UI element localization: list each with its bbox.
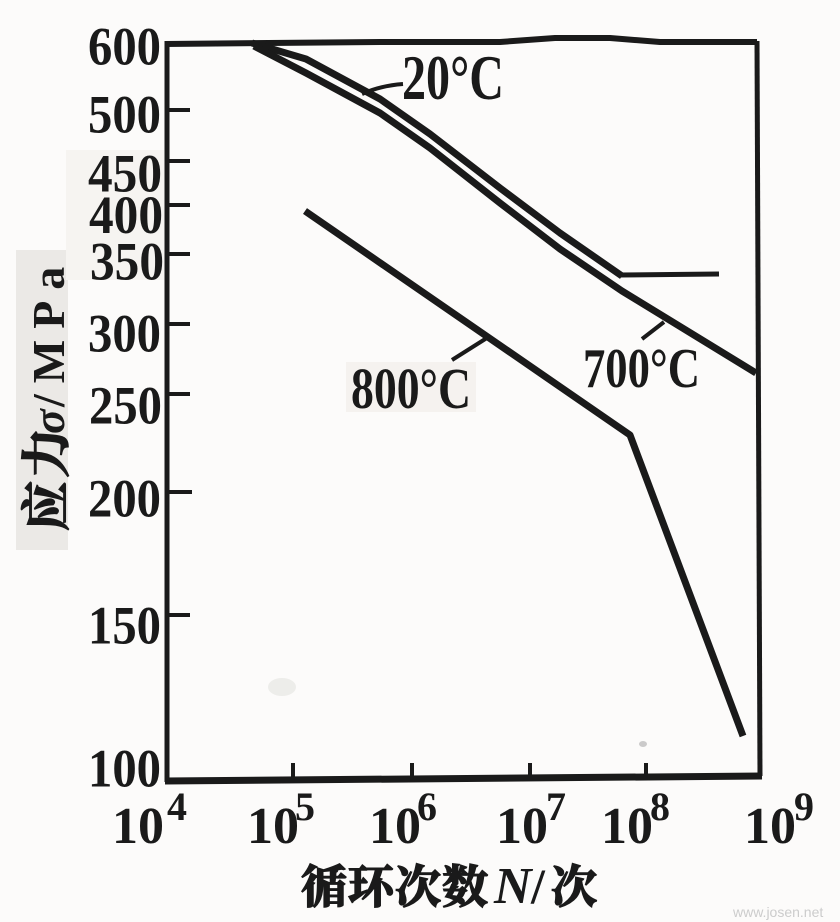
svg-text:800°C: 800°C <box>351 356 471 421</box>
svg-text:100: 100 <box>88 739 161 799</box>
svg-text:10: 10 <box>744 798 796 855</box>
svg-text:10: 10 <box>601 798 653 855</box>
svg-text:σ: σ <box>23 408 74 434</box>
svg-text:www.josen.net: www.josen.net <box>732 904 823 920</box>
svg-text:700°C: 700°C <box>583 338 700 400</box>
svg-text:150: 150 <box>88 596 161 656</box>
svg-text:4: 4 <box>167 784 187 829</box>
svg-text:10: 10 <box>112 798 164 855</box>
svg-text:N: N <box>493 858 534 915</box>
svg-text:5: 5 <box>295 784 315 829</box>
svg-text:200: 200 <box>88 469 161 529</box>
svg-text:450: 450 <box>88 144 162 204</box>
svg-text:10: 10 <box>369 798 421 855</box>
svg-text:/: / <box>530 858 546 914</box>
svg-text:400: 400 <box>89 185 163 245</box>
svg-text:600: 600 <box>88 17 161 77</box>
svg-text:10: 10 <box>247 798 299 855</box>
svg-text:350: 350 <box>90 232 164 292</box>
svg-text:/MPa: /MPa <box>23 256 74 408</box>
svg-text:7: 7 <box>546 784 566 829</box>
svg-text:10: 10 <box>496 798 548 855</box>
svg-text:20°C: 20°C <box>402 42 504 113</box>
svg-text:500: 500 <box>88 85 161 145</box>
svg-text:300: 300 <box>88 304 161 364</box>
svg-text:9: 9 <box>794 784 814 829</box>
svg-text:8: 8 <box>650 784 670 829</box>
svg-text:250: 250 <box>89 376 162 436</box>
svg-text:6: 6 <box>417 784 437 829</box>
